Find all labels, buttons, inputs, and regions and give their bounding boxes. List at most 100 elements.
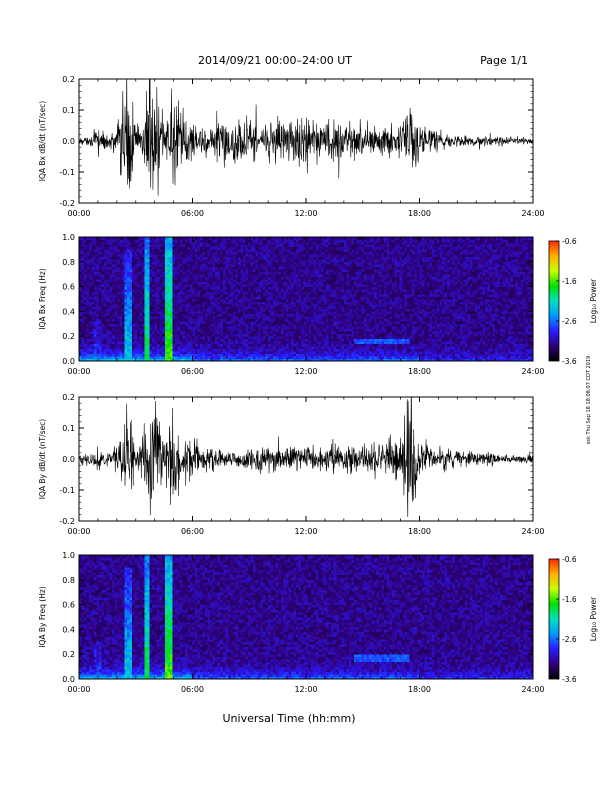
spectrogram-cell [205,309,208,312]
spectrogram-cell [296,294,299,297]
spectrogram-cell [303,264,306,267]
spectrogram-cell [281,314,284,317]
spectrogram-cell [208,279,211,282]
spectrogram-cell [314,309,317,312]
spectrogram-cell [218,329,221,332]
spectrogram-cell [228,341,231,344]
spectrogram-cell [117,311,120,314]
spectrogram-cell [281,259,284,262]
spectrogram-cell [253,309,256,312]
spectrogram-cell [235,316,238,319]
spectrogram-cell [271,304,274,307]
spectrogram-cell [187,341,190,344]
spectrogram-cell [248,254,251,257]
spectrogram-cell [129,259,132,262]
spectrogram-cell [233,351,236,354]
spectrogram-cell [251,244,254,247]
spectrogram-cell [170,356,173,359]
spectrogram-cell [228,294,231,297]
spectrogram-cell [273,351,276,354]
spectrogram-cell [266,326,269,329]
spectrogram-cell [97,304,100,307]
spectrogram-cell [150,242,153,245]
spectrogram-cell [293,349,296,352]
spectrogram-cell [278,257,281,260]
spectrogram-cell [248,321,251,324]
spectrogram-cell [258,349,261,352]
spectrogram-cell [84,272,87,275]
spectrogram-cell [190,349,193,352]
spectrogram-cell [238,272,241,275]
spectrogram-cell [288,247,291,250]
spectrogram-cell [233,334,236,337]
spectrogram-cell [306,309,309,312]
spectrogram-cell [122,331,125,334]
spectrogram-cell [240,274,243,277]
spectrogram-cell [223,319,226,322]
spectrogram-cell [165,309,168,312]
spectrogram-cell [238,262,241,265]
spectrogram-cell [195,244,198,247]
spectrogram-cell [321,252,324,255]
spectrogram-cell [230,301,233,304]
spectrogram-cell [243,279,246,282]
spectrogram-cell [102,329,105,332]
spectrogram-cell [311,264,314,267]
spectrogram-cell [87,267,90,270]
spectrogram-cell [170,287,173,290]
spectrogram-cell [225,274,228,277]
spectrogram-cell [84,297,87,300]
spectrogram-cell [82,254,85,257]
spectrogram-cell [218,269,221,272]
spectrogram-cell [324,354,327,357]
spectrogram-cell [185,336,188,339]
spectrogram-cell [256,272,259,275]
spectrogram-cell [281,346,284,349]
spectrogram-cell [309,297,312,300]
spectrogram-cell [119,336,122,339]
spectrogram-cell [114,319,117,322]
spectrogram-cell [298,346,301,349]
spectrogram-cell [303,279,306,282]
spectrogram-cell [182,284,185,287]
spectrogram-cell [281,334,284,337]
spectrogram-cell [84,334,87,337]
spectrogram-cell [303,254,306,257]
spectrogram-cell [276,257,279,260]
spectrogram-cell [271,254,274,257]
spectrogram-cell [124,299,127,302]
spectrogram-cell [122,239,125,242]
spectrogram-cell [92,254,95,257]
spectrogram-cell [140,356,143,359]
spectrogram-cell [104,351,107,354]
spectrogram-cell [177,289,180,292]
spectrogram-cell [182,309,185,312]
spectrogram-cell [94,282,97,285]
spectrogram-cell [258,344,261,347]
spectrogram-cell [170,272,173,275]
spectrogram-cell [243,349,246,352]
spectrogram-cell [119,334,122,337]
spectrogram-cell [97,321,100,324]
spectrogram-cell [243,304,246,307]
spectrogram-cell [127,292,130,295]
spectrogram-cell [112,297,115,300]
spectrogram-cell [213,324,216,327]
spectrogram-cell [132,346,135,349]
spectrogram-cell [314,299,317,302]
spectrogram-cell [132,354,135,357]
spectrogram-cell [124,316,127,319]
spectrogram-cell [167,304,170,307]
spectrogram-cell [314,259,317,262]
spectrogram-cell [253,239,256,242]
spectrogram-cell [324,287,327,290]
spectrogram-cell [102,282,105,285]
spectrogram-cell [243,249,246,252]
spectrogram-cell [283,311,286,314]
spectrogram-cell [203,326,206,329]
spectrogram-cell [150,269,153,272]
spectrogram-cell [283,336,286,339]
spectrogram-cell [124,249,127,252]
spectrogram-cell [165,244,168,247]
spectrogram-cell [82,331,85,334]
